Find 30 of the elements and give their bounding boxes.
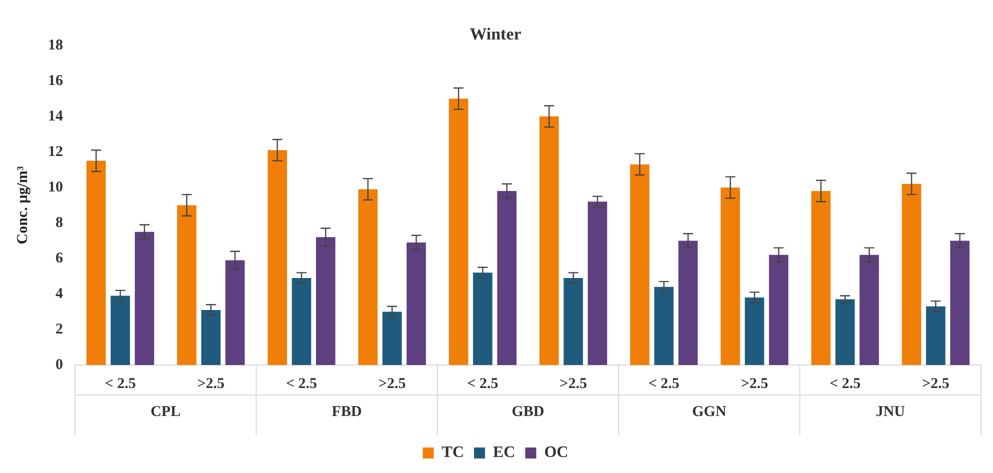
x-tick-label: < 2.5 xyxy=(830,376,861,392)
y-tick-label: 14 xyxy=(48,108,64,124)
legend-label: OC xyxy=(544,444,568,462)
y-tick-label: 10 xyxy=(48,179,63,196)
text: GBD xyxy=(512,404,544,420)
y-tick-label: 0 xyxy=(56,356,63,373)
x-tick-label: >2.5 xyxy=(922,376,950,392)
y-tick-label: 6 xyxy=(56,250,64,266)
x-tick-label: < 2.5 xyxy=(286,376,318,392)
x-tick-label: >2.5 xyxy=(740,376,768,392)
x-tick-label: < 2.5 xyxy=(648,376,680,392)
x-tick-label: < 2.5 xyxy=(104,376,136,392)
y-tick-label: 18 xyxy=(48,37,63,54)
y-tick-label: 4 xyxy=(56,286,64,302)
text: GGN xyxy=(692,404,726,420)
x-tick-label: >2.5 xyxy=(197,376,225,392)
y-axis-title: Conc. µg/m³ xyxy=(14,166,31,244)
chart-title: Winter xyxy=(470,24,522,44)
y-tick-label: 2 xyxy=(56,321,63,338)
x-tick-label: >2.5 xyxy=(560,376,587,392)
text: FBD xyxy=(332,404,362,420)
x-tick-label: >2.5 xyxy=(378,376,406,392)
y-tick-label: 12 xyxy=(48,144,63,160)
text: CPL xyxy=(150,404,181,420)
text: JNU xyxy=(876,404,906,420)
x-tick-label: < 2.5 xyxy=(467,376,498,392)
legend-label: TC xyxy=(442,444,464,462)
y-tick-label: 16 xyxy=(48,72,64,89)
y-tick-label: 8 xyxy=(56,214,63,231)
legend-label: EC xyxy=(493,444,516,462)
